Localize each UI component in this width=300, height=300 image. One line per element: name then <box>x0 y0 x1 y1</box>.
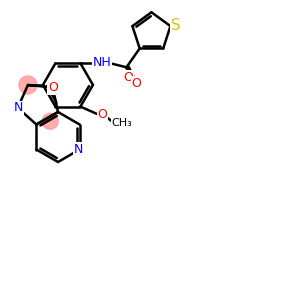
Text: O: O <box>131 77 141 90</box>
Text: O: O <box>98 108 107 121</box>
Circle shape <box>19 76 37 94</box>
Text: N: N <box>14 101 23 114</box>
Circle shape <box>42 113 58 129</box>
Text: N: N <box>74 143 83 156</box>
Text: O: O <box>48 81 58 94</box>
Text: S: S <box>171 18 180 33</box>
Text: NH: NH <box>93 56 112 69</box>
Text: O: O <box>124 71 134 84</box>
Text: CH₃: CH₃ <box>111 118 132 128</box>
